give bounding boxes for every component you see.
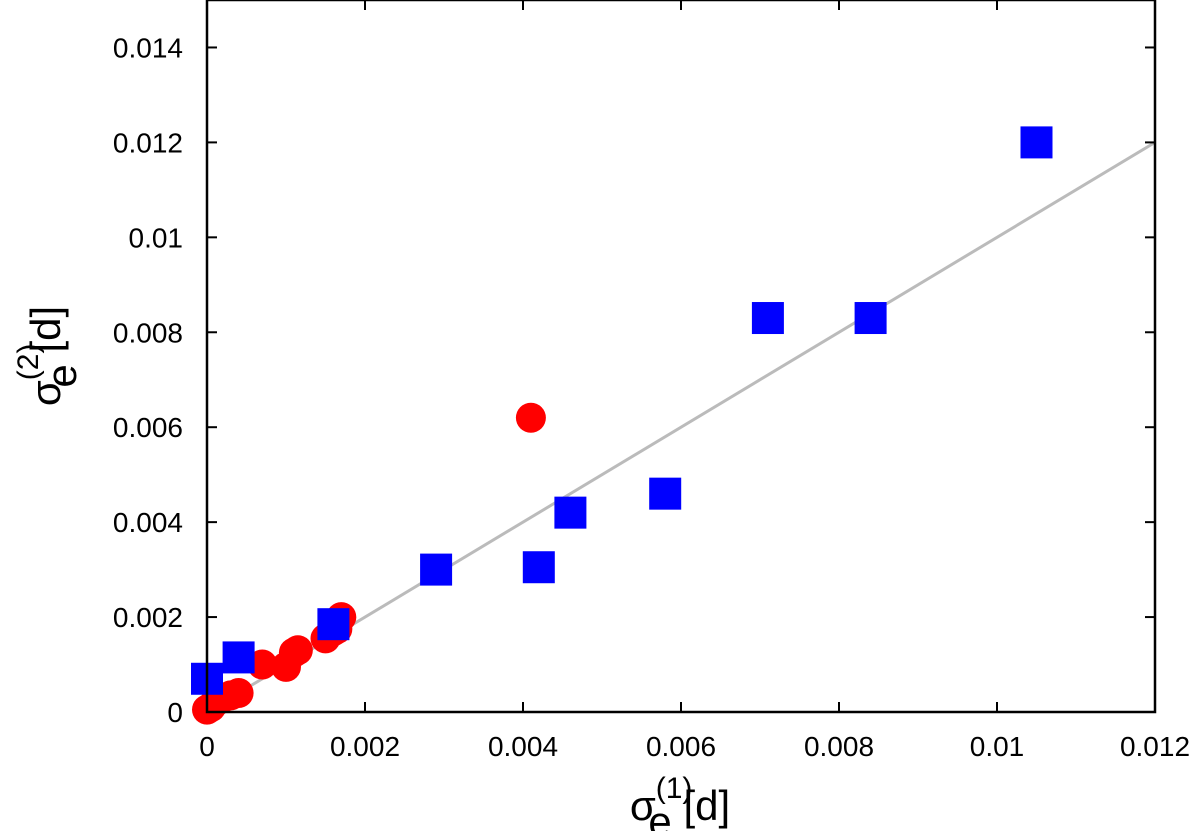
x-tick-label: 0.01: [970, 731, 1025, 762]
blue-square-point: [420, 553, 453, 586]
y-tick-label: 0.006: [113, 412, 183, 443]
blue-square-point: [522, 551, 555, 584]
x-tick-label: 0: [199, 731, 215, 762]
y-tick-label: 0: [167, 697, 183, 728]
x-tick-label: 0.002: [330, 731, 400, 762]
y-tick-label: 0.008: [113, 317, 183, 348]
x-tick-label: 0.012: [1120, 731, 1190, 762]
x-axis-subscript: e: [648, 798, 671, 831]
blue-square-point: [854, 302, 887, 335]
y-axis-unit: [d]: [22, 306, 69, 364]
x-axis-symbol: σ: [630, 782, 656, 829]
blue-square-point: [649, 477, 682, 510]
x-tick-label: 0.004: [488, 731, 558, 762]
ticks-layer: 0 0.002 0.004 0.006 0.008 0.01 0.012 0 0.002 0.00…: [113, 0, 1190, 762]
y-axis-superscript: (2): [12, 344, 45, 381]
y-tick-label: 0.012: [113, 127, 183, 158]
y-axis-symbol: σ: [22, 380, 69, 406]
red-circle-point: [223, 678, 254, 709]
y-axis-label: σ(2)e [d]: [12, 306, 85, 406]
x-tick-label: 0.008: [804, 731, 874, 762]
blue-square-point: [1020, 126, 1053, 159]
y-tick-label: 0.014: [113, 32, 183, 63]
x-axis-label: σ(1) e [d]: [630, 772, 730, 831]
red-circle-point: [282, 635, 313, 666]
x-axis-unit: [d]: [672, 782, 730, 829]
y-tick-label: 0.002: [113, 602, 183, 633]
data-points-layer: [191, 126, 1053, 725]
blue-square-point: [554, 496, 587, 529]
red-circle-point: [247, 649, 278, 680]
linear-fit-line: [206, 141, 1156, 714]
y-tick-label: 0.004: [113, 507, 183, 538]
blue-square-point: [317, 608, 350, 641]
x-tick-label: 0.006: [646, 731, 716, 762]
y-tick-label: 0.01: [129, 222, 184, 253]
fit-line-layer: [206, 141, 1156, 714]
y-axis-subscript: e: [38, 364, 85, 387]
red-circle-point: [515, 402, 546, 433]
blue-square-point: [222, 641, 255, 674]
blue-square-point: [751, 302, 784, 335]
x-axis-superscript: (1): [656, 772, 693, 805]
